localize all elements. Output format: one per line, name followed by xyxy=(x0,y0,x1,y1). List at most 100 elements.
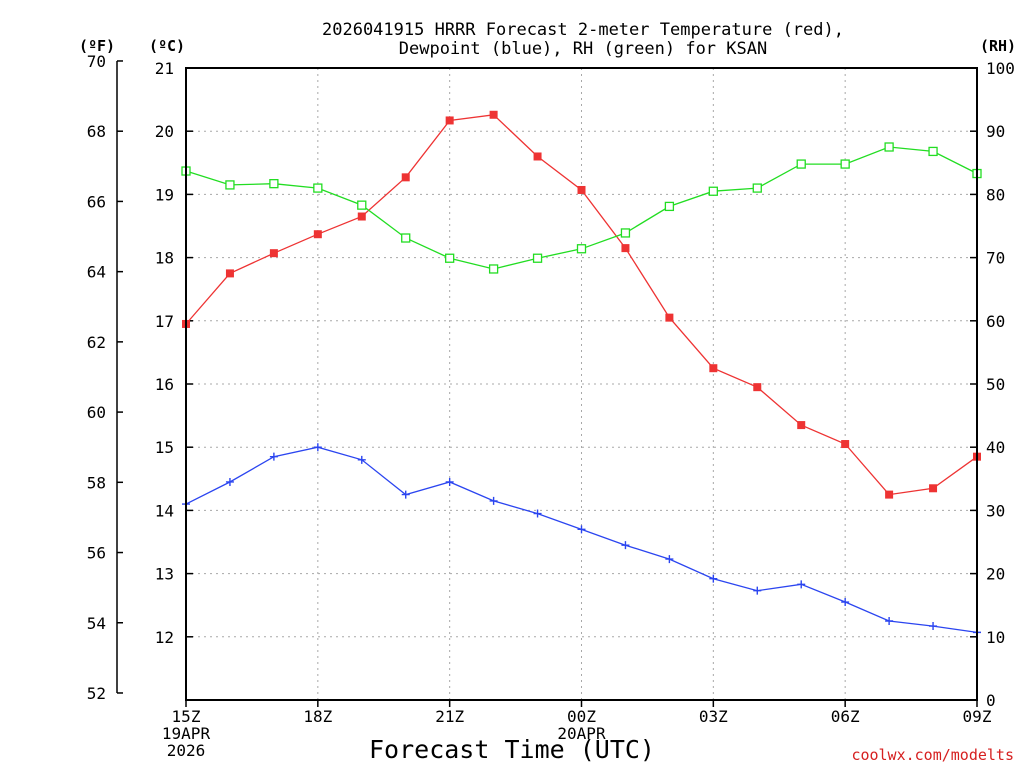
fahrenheit-tick-label: 64 xyxy=(87,263,106,282)
rh-tick-label: 30 xyxy=(986,501,1005,520)
rh-tick-label: 20 xyxy=(986,565,1005,584)
temperature-point xyxy=(577,185,586,194)
temperature-point xyxy=(885,490,894,499)
dewpoint-point xyxy=(445,477,454,486)
dewpoint-point xyxy=(357,455,366,464)
credit-text: coolwx.com/modelts xyxy=(851,746,1014,764)
celsius-tick-label: 16 xyxy=(155,375,174,394)
plot-frame xyxy=(185,67,978,701)
x-tick-label: 00Z xyxy=(567,707,596,726)
dewpoint-point xyxy=(225,477,234,486)
rh-point xyxy=(576,244,587,254)
rh-point xyxy=(313,183,323,193)
rh-point xyxy=(928,146,938,157)
celsius-tick-label: 13 xyxy=(155,565,174,584)
fahrenheit-tick-label: 58 xyxy=(87,473,106,492)
x-tick-label: 18Z xyxy=(303,707,332,726)
x-tick-label: 21Z xyxy=(435,707,464,726)
temperature-point xyxy=(929,484,938,493)
dewpoint-point xyxy=(929,622,938,631)
temperature-point xyxy=(313,230,322,239)
rh-tick-label: 100 xyxy=(986,59,1015,78)
dewpoint-point xyxy=(841,598,850,607)
temperature-point xyxy=(621,244,630,253)
rh-point xyxy=(269,179,279,189)
temperature-point xyxy=(665,313,674,322)
dewpoint-point xyxy=(489,496,498,505)
temperature-point xyxy=(357,212,366,221)
rh-tick-label: 50 xyxy=(986,375,1005,394)
x-tick-label: 2026 xyxy=(167,741,206,760)
fahrenheit-tick-label: 66 xyxy=(87,192,106,211)
rh-point xyxy=(840,159,850,169)
dewpoint-point xyxy=(401,490,410,499)
dewpoint-point xyxy=(885,617,894,625)
fahrenheit-tick-label: 70 xyxy=(87,52,106,71)
fahrenheit-tick-label: 60 xyxy=(87,403,106,422)
temperature-point xyxy=(709,364,718,373)
dewpoint-point xyxy=(753,586,762,595)
rh-point xyxy=(708,186,718,196)
dewpoint-point xyxy=(621,541,630,550)
fahrenheit-tick-label: 68 xyxy=(87,122,106,141)
celsius-tick-label: 20 xyxy=(155,122,174,141)
fahrenheit-tick-label: 54 xyxy=(87,614,106,633)
rh-point xyxy=(488,264,499,274)
fahrenheit-tick-label: 52 xyxy=(87,684,106,703)
temperature-point xyxy=(269,249,278,258)
celsius-tick-label: 15 xyxy=(155,438,174,457)
temperature-point xyxy=(841,440,850,449)
celsius-tick-label: 14 xyxy=(155,501,174,520)
celsius-tick-label: 19 xyxy=(155,185,174,204)
dewpoint-point xyxy=(269,452,278,461)
celsius-tick-label: 18 xyxy=(155,249,174,268)
dewpoint-point xyxy=(533,509,542,518)
dewpoint-point xyxy=(797,580,806,589)
temperature-point xyxy=(753,383,762,392)
series-layer xyxy=(181,110,982,637)
rh-tick-label: 0 xyxy=(986,691,996,710)
temperature-point xyxy=(225,269,234,278)
rh-point xyxy=(445,253,455,263)
temperature-point xyxy=(533,152,542,161)
temperature-point xyxy=(445,116,454,125)
rh-point xyxy=(357,200,367,210)
dewpoint-point xyxy=(313,443,322,452)
celsius-tick-label: 17 xyxy=(155,312,174,331)
x-axis-label: Forecast Time (UTC) xyxy=(369,735,655,764)
x-tick-label: 15Z xyxy=(172,707,201,726)
fahrenheit-unit-label: (ºF) xyxy=(79,37,115,55)
chart-title-line-2: Dewpoint (blue), RH (green) for KSAN xyxy=(399,39,767,59)
rh-point xyxy=(620,228,631,238)
temperature-point xyxy=(489,110,498,119)
fahrenheit-tick-label: 56 xyxy=(87,544,106,563)
rh-tick-label: 90 xyxy=(986,122,1005,141)
temperature-point xyxy=(401,173,410,182)
rh-point xyxy=(225,180,235,190)
rh-point xyxy=(796,159,806,169)
rh-point xyxy=(401,233,411,243)
x-tick-label: 09Z xyxy=(963,707,992,726)
rh-tick-label: 60 xyxy=(986,312,1005,331)
rh-point xyxy=(532,253,543,263)
x-tick-label: 06Z xyxy=(831,707,860,726)
rh-tick-label: 40 xyxy=(986,438,1005,457)
celsius-unit-label: (ºC) xyxy=(149,37,185,55)
x-tick-label: 20APR xyxy=(557,724,606,743)
dewpoint-point xyxy=(709,574,718,583)
celsius-tick-label: 21 xyxy=(155,59,174,78)
x-tick-label: 19APR xyxy=(162,724,211,743)
dewpoint-point xyxy=(665,555,674,564)
rh-unit-label: (RH) xyxy=(980,37,1016,55)
rh-point xyxy=(752,183,762,193)
celsius-tick-label: 12 xyxy=(155,628,174,647)
temperature-point xyxy=(797,421,806,430)
rh-tick-label: 70 xyxy=(986,249,1005,268)
chart-title-line-1: 2026041915 HRRR Forecast 2-meter Tempera… xyxy=(322,20,844,40)
rh-point xyxy=(884,142,894,152)
x-tick-label: 03Z xyxy=(699,707,728,726)
rh-point xyxy=(664,201,675,212)
rh-tick-label: 10 xyxy=(986,628,1005,647)
